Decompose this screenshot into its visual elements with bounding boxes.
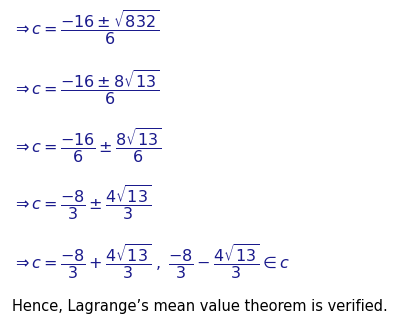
Text: Hence, Lagrange’s mean value theorem is verified.: Hence, Lagrange’s mean value theorem is … <box>12 299 387 314</box>
Text: $\Rightarrow c = \dfrac{-8}{3} + \dfrac{4\sqrt{13}}{3}\;,\;\dfrac{-8}{3} - \dfra: $\Rightarrow c = \dfrac{-8}{3} + \dfrac{… <box>12 242 290 281</box>
Text: $\Rightarrow c = \dfrac{-16}{6} \pm \dfrac{8\sqrt{13}}{6}$: $\Rightarrow c = \dfrac{-16}{6} \pm \dfr… <box>12 126 162 165</box>
Text: $\Rightarrow c = \dfrac{-16 \pm \sqrt{832}}{6}$: $\Rightarrow c = \dfrac{-16 \pm \sqrt{83… <box>12 8 159 47</box>
Text: $\Rightarrow c = \dfrac{-8}{3} \pm \dfrac{4\sqrt{13}}{3}$: $\Rightarrow c = \dfrac{-8}{3} \pm \dfra… <box>12 183 151 222</box>
Text: $\Rightarrow c = \dfrac{-16 \pm 8\sqrt{13}}{6}$: $\Rightarrow c = \dfrac{-16 \pm 8\sqrt{1… <box>12 68 159 107</box>
